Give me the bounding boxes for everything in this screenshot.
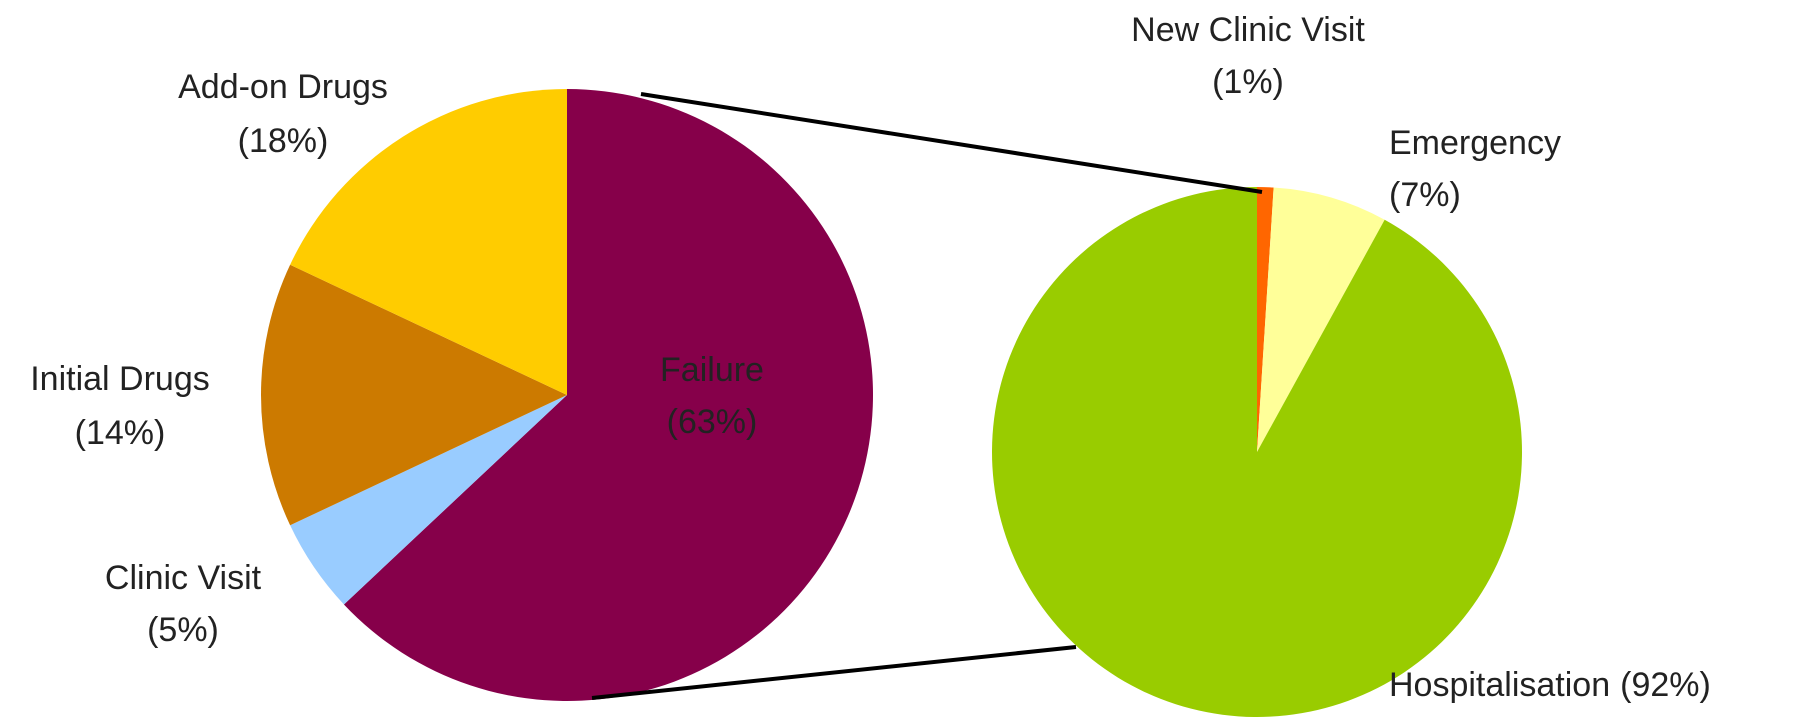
- connector-line: [640, 92, 1263, 194]
- pie-slice: [290, 395, 567, 605]
- slice-name: Initial Drugs: [30, 360, 210, 398]
- pie: Failure (63%) Clinic Visit (5%) Initial Drug…: [30, 68, 873, 701]
- slice-label: Hospitalisation (92%): [1389, 666, 1711, 704]
- slice-value: (63%): [667, 403, 758, 441]
- slice-value: (14%): [75, 414, 166, 452]
- pie-slice: [343, 89, 873, 701]
- pie-slice: [1257, 187, 1274, 452]
- slice-value: (5%): [147, 611, 219, 649]
- pie: New Clinic Visit (1%) Emergency (7%) Hospita…: [991, 11, 1711, 717]
- connector-line: [591, 645, 1077, 700]
- pie-slice: [1257, 187, 1385, 452]
- slice-value: (18%): [238, 122, 329, 160]
- pie-slice: [261, 264, 567, 526]
- slice-name: Emergency: [1389, 124, 1561, 162]
- slice-value: (7%): [1389, 176, 1461, 214]
- slice-name: Clinic Visit: [105, 559, 262, 597]
- slice-value: (1%): [1212, 63, 1284, 101]
- slice-name: New Clinic Visit: [1131, 11, 1365, 49]
- slice-name: Hospitalisation: [1389, 666, 1610, 704]
- slice-name: Add-on Drugs: [178, 68, 388, 106]
- slice-name: Failure: [660, 351, 764, 389]
- slice-value: (92%): [1620, 666, 1711, 704]
- pie-slice: [991, 187, 1522, 717]
- pie-slice: [290, 89, 567, 395]
